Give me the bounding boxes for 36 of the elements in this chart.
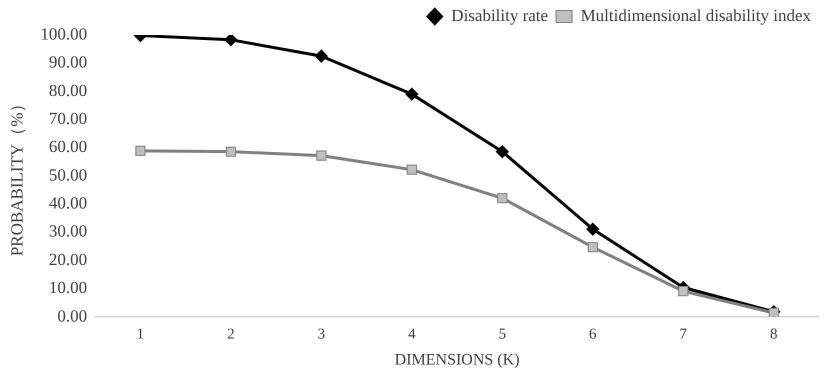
y-tick-label: 20.00 [48,250,88,269]
x-tick-label: 3 [318,326,326,343]
point [226,146,236,157]
x-tick-label: 7 [680,326,688,343]
y-tick-label: 90.00 [48,52,88,72]
x-tick-label: 2 [227,326,235,343]
point [588,242,598,252]
x-tick-label: 6 [589,326,598,343]
y-tick-label: 100.00 [40,24,88,44]
legend-label: Multidimensional disability index [580,6,812,25]
point [224,35,238,46]
y-tick-label: 80.00 [48,80,88,100]
x-tick-label: 4 [408,326,416,343]
point [497,193,508,204]
point [586,222,600,236]
y-axis-title: PROBABILITY（%） [8,96,27,256]
point [316,150,326,161]
point [135,146,146,156]
x-tick-label: 8 [770,326,778,343]
x-tick-label: 1 [136,326,144,343]
legend-label: Disability rate [451,6,548,25]
point [678,286,688,296]
point [768,308,779,317]
y-tick-label: 0.00 [57,306,88,326]
point [496,145,509,158]
y-tick-label: 60.00 [48,137,88,156]
point [405,88,418,101]
point [406,164,417,175]
y-tick-label: 40.00 [48,194,88,213]
x-tick-label: 5 [498,326,506,343]
x-axis-title: DIMENSIONS (K) [394,352,520,369]
y-tick-label: 70.00 [48,109,88,128]
y-tick-label: 10.00 [48,278,88,298]
point [314,50,328,63]
y-tick-label: 30.00 [48,222,88,241]
y-tick-label: 50.00 [48,165,88,184]
